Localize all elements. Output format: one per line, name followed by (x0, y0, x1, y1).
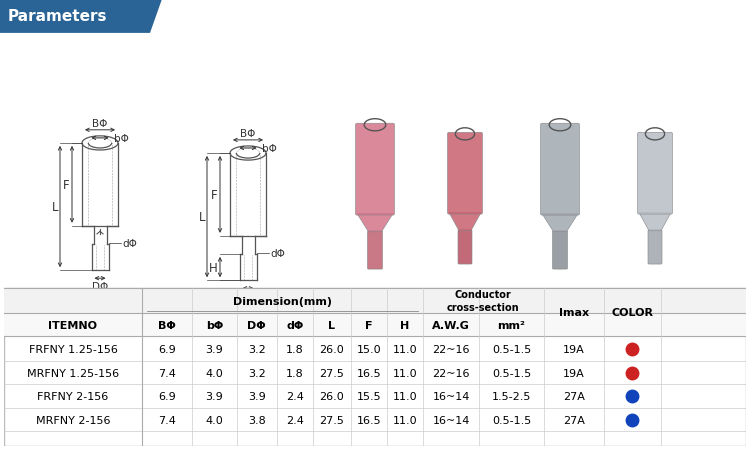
Text: 7.4: 7.4 (158, 415, 176, 425)
Text: 4.0: 4.0 (206, 368, 224, 378)
Text: MRFNY 1.25-156: MRFNY 1.25-156 (27, 368, 119, 378)
Text: 0.5-1.5: 0.5-1.5 (492, 368, 531, 378)
Text: dΦ: dΦ (286, 320, 303, 330)
FancyBboxPatch shape (458, 230, 472, 264)
Text: 19A: 19A (562, 368, 584, 378)
Polygon shape (357, 214, 393, 232)
Text: dΦ: dΦ (271, 249, 285, 258)
Text: 27.5: 27.5 (320, 368, 344, 378)
Text: dΦ: dΦ (122, 238, 137, 249)
Text: 6.9: 6.9 (158, 391, 176, 401)
Text: A.W.G: A.W.G (432, 320, 470, 330)
Text: Dimension(mm): Dimension(mm) (233, 296, 332, 306)
Text: DΦ: DΦ (248, 320, 266, 330)
Polygon shape (542, 214, 578, 232)
Text: 27.5: 27.5 (320, 415, 344, 425)
FancyBboxPatch shape (638, 133, 673, 215)
Text: 11.0: 11.0 (393, 344, 418, 354)
Polygon shape (639, 213, 671, 231)
Text: L: L (328, 320, 335, 330)
Text: bΦ: bΦ (262, 144, 277, 154)
Polygon shape (0, 0, 162, 34)
Text: 11.0: 11.0 (393, 368, 418, 378)
Text: 4.0: 4.0 (206, 415, 224, 425)
Text: 26.0: 26.0 (320, 344, 344, 354)
Text: 2.4: 2.4 (286, 415, 304, 425)
Text: 1.8: 1.8 (286, 344, 304, 354)
Text: H: H (400, 320, 410, 330)
FancyBboxPatch shape (553, 231, 568, 270)
Text: 15.0: 15.0 (357, 344, 381, 354)
Text: 1.8: 1.8 (286, 368, 304, 378)
Text: Parameters: Parameters (8, 9, 107, 24)
Text: 3.9: 3.9 (206, 344, 224, 354)
Text: 16~14: 16~14 (433, 415, 470, 425)
Text: 3.2: 3.2 (248, 368, 266, 378)
Text: BΦ: BΦ (240, 129, 256, 138)
Text: 16~14: 16~14 (433, 391, 470, 401)
Text: 3.9: 3.9 (248, 391, 266, 401)
FancyBboxPatch shape (541, 124, 580, 216)
Text: 11.0: 11.0 (393, 391, 418, 401)
Polygon shape (449, 213, 481, 231)
Text: bΦ: bΦ (113, 133, 128, 143)
Text: 19A: 19A (562, 344, 584, 354)
Text: FRFNY 2-156: FRFNY 2-156 (38, 391, 109, 401)
Text: 3.8: 3.8 (248, 415, 266, 425)
Text: DΦ: DΦ (240, 292, 256, 302)
Text: 27A: 27A (562, 415, 584, 425)
Text: COLOR: COLOR (611, 308, 653, 318)
Text: 0.5-1.5: 0.5-1.5 (492, 344, 531, 354)
Text: 16.5: 16.5 (357, 368, 381, 378)
Text: 16.5: 16.5 (357, 415, 381, 425)
Text: 2.4: 2.4 (286, 391, 304, 401)
Text: H: H (209, 261, 218, 274)
Text: 0.5-1.5: 0.5-1.5 (492, 415, 531, 425)
Text: mm²: mm² (497, 320, 526, 330)
FancyBboxPatch shape (368, 231, 382, 270)
Text: BΦ: BΦ (92, 119, 108, 129)
Text: 15.5: 15.5 (357, 391, 381, 401)
Text: L: L (199, 211, 205, 224)
Text: DΦ: DΦ (92, 281, 108, 291)
Text: ITEMNO: ITEMNO (49, 320, 98, 330)
FancyBboxPatch shape (356, 124, 395, 216)
Text: BΦ: BΦ (158, 320, 176, 330)
Text: 6.9: 6.9 (158, 344, 176, 354)
Text: L: L (52, 201, 58, 213)
Text: 1.5-2.5: 1.5-2.5 (492, 391, 531, 401)
Text: 11.0: 11.0 (393, 415, 418, 425)
Text: 22~16: 22~16 (433, 368, 470, 378)
Text: bΦ: bΦ (206, 320, 223, 330)
Text: 3.9: 3.9 (206, 391, 224, 401)
Text: FRFNY 1.25-156: FRFNY 1.25-156 (28, 344, 118, 354)
Text: Imax: Imax (559, 308, 589, 318)
Text: 26.0: 26.0 (320, 391, 344, 401)
FancyBboxPatch shape (448, 133, 482, 215)
Text: 22~16: 22~16 (433, 344, 470, 354)
Text: 27A: 27A (562, 391, 584, 401)
Text: F: F (63, 179, 70, 191)
Text: Conductor
cross-section: Conductor cross-section (447, 290, 520, 312)
FancyBboxPatch shape (648, 230, 662, 264)
Text: 3.2: 3.2 (248, 344, 266, 354)
Text: F: F (365, 320, 373, 330)
Text: 7.4: 7.4 (158, 368, 176, 378)
Text: F: F (211, 189, 218, 202)
Text: MRFNY 2-156: MRFNY 2-156 (36, 415, 110, 425)
Bar (4, 288, 746, 313)
Bar (4, 313, 746, 336)
